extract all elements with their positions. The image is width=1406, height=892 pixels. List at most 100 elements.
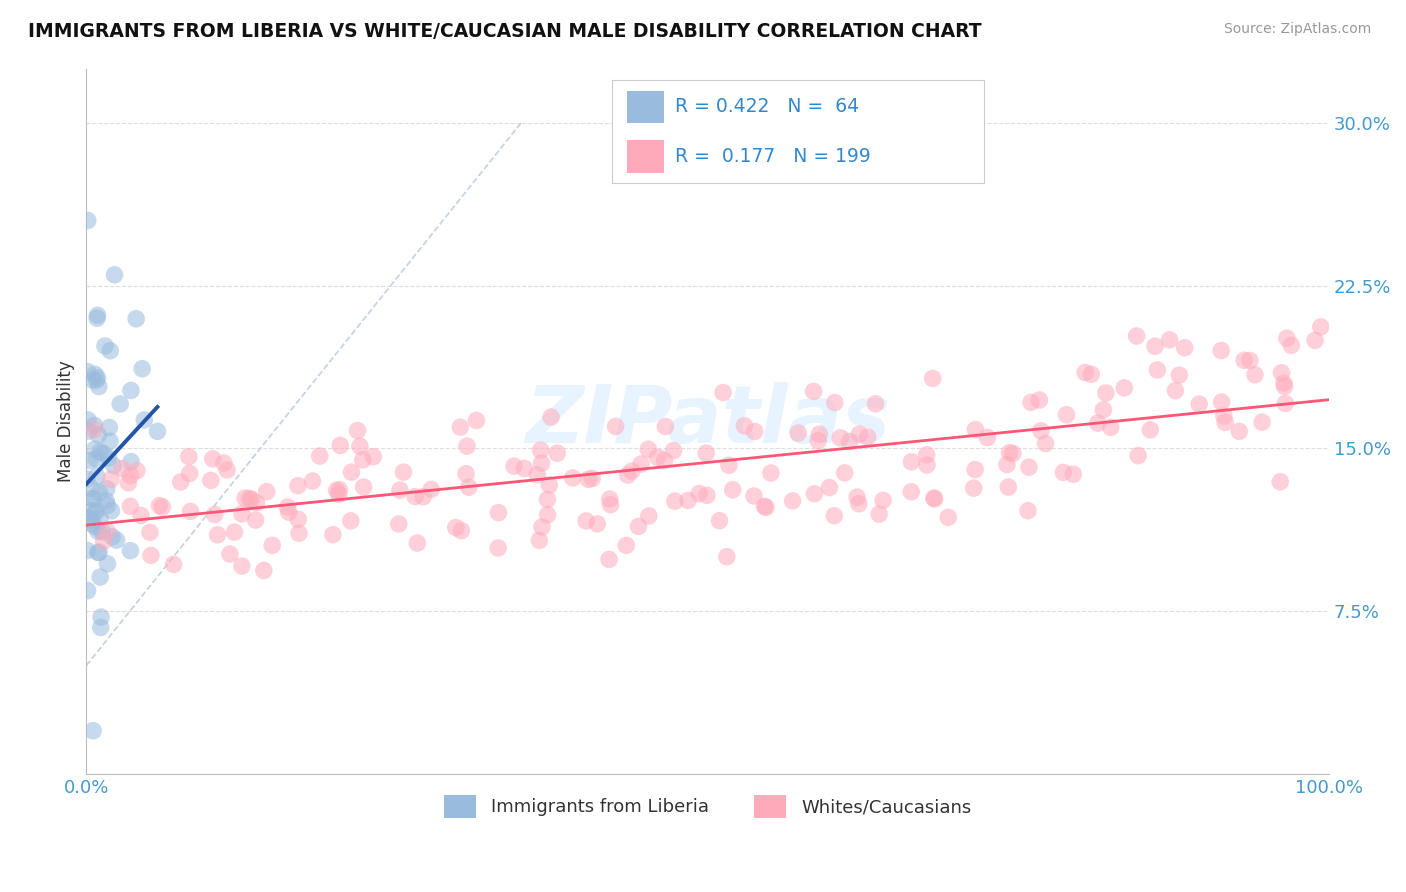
Point (97, 450, 120, 465)
Point (1062, 467, 1084, 482)
Point (654, 419, 676, 434)
Point (575, 514, 598, 528)
Point (217, 463, 239, 477)
Point (924, 491, 946, 506)
Point (1052, 466, 1074, 480)
Point (404, 490, 426, 504)
Point (84, 519, 107, 533)
Point (803, 384, 825, 399)
Point (654, 453, 676, 467)
Point (1056, 408, 1078, 422)
Point (733, 418, 755, 433)
Point (637, 508, 659, 523)
Point (721, 483, 744, 497)
Point (998, 445, 1021, 459)
Point (1188, 397, 1211, 411)
Point (1144, 339, 1167, 353)
Point (1080, 368, 1102, 382)
Point (536, 508, 558, 522)
Point (96, 482, 118, 496)
Point (96, 524, 118, 538)
Point (212, 456, 235, 470)
Point (1114, 381, 1136, 395)
Point (103, 458, 125, 473)
Point (148, 499, 170, 513)
Point (82, 373, 104, 387)
Point (838, 434, 860, 449)
Point (716, 549, 738, 564)
Point (1274, 396, 1296, 410)
Point (84, 368, 107, 382)
Point (77, 424, 100, 438)
Point (253, 564, 276, 578)
Point (915, 448, 938, 462)
Legend: Immigrants from Liberia, Whites/Caucasians: Immigrants from Liberia, Whites/Caucasia… (437, 788, 979, 825)
Point (997, 480, 1019, 494)
Point (711, 385, 734, 400)
Point (120, 384, 142, 398)
Point (1125, 329, 1147, 343)
Point (449, 420, 471, 434)
Point (614, 538, 637, 552)
Point (830, 431, 852, 445)
Point (503, 459, 526, 474)
Point (1251, 415, 1274, 429)
Point (848, 497, 870, 511)
Point (83, 423, 105, 437)
Point (96, 493, 118, 508)
Text: IMMIGRANTS FROM LIBERIA VS WHITE/CAUCASIAN MALE DISABILITY CORRELATION CHART: IMMIGRANTS FROM LIBERIA VS WHITE/CAUCASI… (28, 22, 981, 41)
Point (1035, 436, 1057, 450)
Point (454, 467, 477, 481)
Point (76, 543, 98, 558)
Point (1164, 384, 1187, 398)
Point (76, 472, 98, 486)
Text: ZIPatlas: ZIPatlas (524, 383, 890, 460)
Point (76, 365, 98, 379)
Point (546, 446, 568, 460)
Point (456, 439, 478, 453)
Point (900, 484, 922, 499)
Point (97, 499, 120, 513)
Point (965, 423, 987, 437)
Point (245, 513, 267, 527)
Point (91, 524, 114, 539)
Point (201, 451, 224, 466)
Point (1309, 319, 1331, 334)
Point (87, 379, 110, 393)
Point (256, 484, 278, 499)
Point (89, 445, 111, 459)
Point (787, 425, 810, 440)
Point (340, 465, 363, 479)
Point (1213, 415, 1236, 429)
Point (1233, 353, 1256, 368)
Point (717, 458, 740, 473)
Point (921, 371, 943, 385)
Point (865, 397, 887, 411)
Point (513, 461, 536, 475)
Point (1274, 379, 1296, 393)
Point (1074, 366, 1097, 380)
Point (627, 519, 650, 533)
Point (1028, 392, 1050, 407)
Text: R = 0.422   N =  64: R = 0.422 N = 64 (675, 97, 859, 117)
Point (111, 461, 134, 475)
Point (388, 516, 411, 531)
Point (76, 511, 98, 525)
Point (488, 506, 510, 520)
Point (664, 494, 686, 508)
Point (120, 468, 142, 483)
Point (599, 498, 621, 512)
Point (125, 464, 148, 478)
Point (152, 500, 174, 514)
Point (87, 524, 110, 539)
Point (1159, 333, 1181, 347)
Point (630, 457, 652, 471)
Point (900, 455, 922, 469)
Point (1211, 343, 1233, 358)
Point (457, 480, 479, 494)
Point (620, 464, 643, 478)
Point (412, 490, 434, 504)
Point (598, 552, 620, 566)
Point (1099, 420, 1122, 434)
Point (688, 486, 710, 500)
